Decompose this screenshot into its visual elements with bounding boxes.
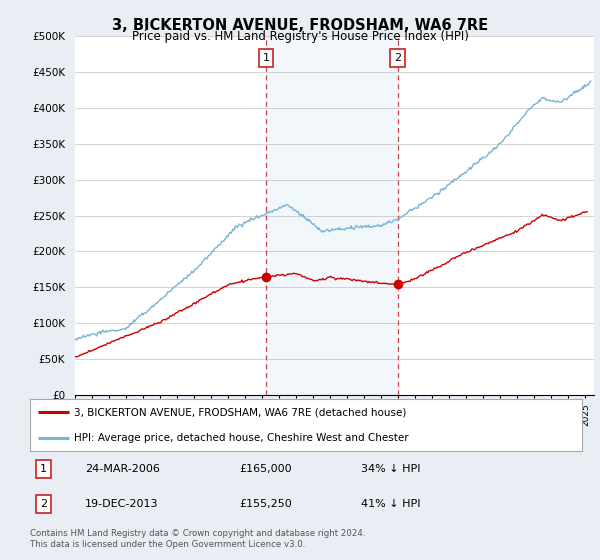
Text: Contains HM Land Registry data © Crown copyright and database right 2024.
This d: Contains HM Land Registry data © Crown c… — [30, 529, 365, 549]
Text: 24-MAR-2006: 24-MAR-2006 — [85, 464, 160, 474]
Text: 3, BICKERTON AVENUE, FRODSHAM, WA6 7RE (detached house): 3, BICKERTON AVENUE, FRODSHAM, WA6 7RE (… — [74, 407, 407, 417]
Text: 34% ↓ HPI: 34% ↓ HPI — [361, 464, 421, 474]
Bar — [266, 36, 398, 395]
Text: 41% ↓ HPI: 41% ↓ HPI — [361, 499, 421, 509]
Text: 1: 1 — [263, 53, 269, 63]
Text: HPI: Average price, detached house, Cheshire West and Chester: HPI: Average price, detached house, Ches… — [74, 433, 409, 443]
Text: £165,000: £165,000 — [240, 464, 292, 474]
Text: Price paid vs. HM Land Registry's House Price Index (HPI): Price paid vs. HM Land Registry's House … — [131, 30, 469, 43]
Text: 3, BICKERTON AVENUE, FRODSHAM, WA6 7RE: 3, BICKERTON AVENUE, FRODSHAM, WA6 7RE — [112, 18, 488, 33]
Text: £155,250: £155,250 — [240, 499, 293, 509]
Text: 2: 2 — [394, 53, 401, 63]
Text: 19-DEC-2013: 19-DEC-2013 — [85, 499, 158, 509]
Text: 2: 2 — [40, 499, 47, 509]
Text: 1: 1 — [40, 464, 47, 474]
